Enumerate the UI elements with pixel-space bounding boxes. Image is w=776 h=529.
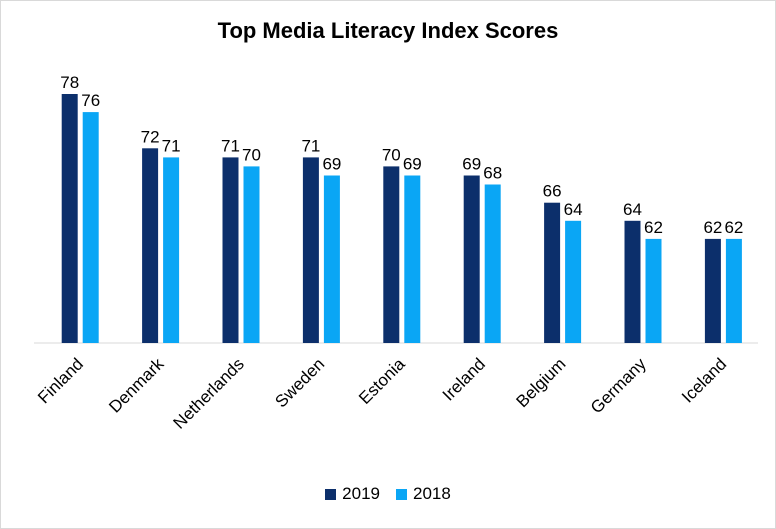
data-label-2019-ireland: 69: [462, 155, 481, 174]
bar-2019-belgium: [544, 202, 561, 343]
x-tick-label-germany: Germany: [587, 354, 650, 417]
data-label-2019-germany: 64: [623, 200, 642, 219]
data-label-2018-netherlands: 70: [242, 145, 261, 164]
bar-2018-iceland: [725, 238, 742, 343]
legend-item-2018: 2018: [396, 484, 451, 504]
data-label-2018-finland: 76: [81, 91, 100, 110]
data-label-2018-sweden: 69: [322, 155, 341, 174]
bar-2018-sweden: [323, 175, 340, 343]
bar-2019-sweden: [302, 157, 319, 343]
x-tick-label-iceland: Iceland: [678, 354, 730, 406]
data-label-2018-germany: 62: [644, 218, 663, 237]
data-label-2018-iceland: 62: [724, 218, 743, 237]
bar-2019-germany: [624, 220, 641, 343]
bar-2018-ireland: [484, 184, 501, 343]
bar-2019-netherlands: [222, 157, 239, 343]
data-label-2018-estonia: 69: [403, 155, 422, 174]
bar-2018-belgium: [565, 220, 582, 343]
x-tick-label-denmark: Denmark: [105, 354, 168, 417]
data-label-2019-iceland: 62: [703, 218, 722, 237]
data-label-2019-belgium: 66: [543, 182, 562, 201]
bar-2019-denmark: [142, 148, 159, 343]
data-label-2019-sweden: 71: [301, 136, 320, 155]
x-tick-label-sweden: Sweden: [271, 354, 328, 411]
bar-2019-finland: [61, 94, 78, 343]
data-label-2018-denmark: 71: [162, 136, 181, 155]
bar-2018-estonia: [404, 175, 421, 343]
x-tick-label-belgium: Belgium: [513, 354, 570, 411]
bar-2018-finland: [82, 112, 99, 343]
bar-2018-netherlands: [243, 166, 260, 343]
x-tick-label-estonia: Estonia: [355, 354, 409, 408]
data-label-2019-denmark: 72: [141, 127, 160, 146]
data-label-2018-ireland: 68: [483, 164, 502, 183]
bar-2019-estonia: [383, 166, 400, 343]
data-label-2019-netherlands: 71: [221, 136, 240, 155]
legend: 2019 2018: [0, 484, 776, 504]
bar-2018-germany: [645, 238, 662, 343]
data-label-2018-belgium: 64: [564, 200, 583, 219]
bar-2019-iceland: [704, 238, 721, 343]
legend-label-2019: 2019: [342, 484, 380, 503]
bar-2019-ireland: [463, 175, 480, 343]
x-tick-label-ireland: Ireland: [439, 354, 489, 404]
data-label-2019-estonia: 70: [382, 145, 401, 164]
legend-swatch-2019: [325, 488, 337, 500]
x-tick-label-finland: Finland: [34, 354, 87, 407]
legend-item-2019: 2019: [325, 484, 380, 504]
legend-swatch-2018: [396, 488, 407, 500]
bar-2018-denmark: [163, 157, 180, 343]
chart-title: Top Media Literacy Index Scores: [217, 18, 559, 43]
x-tick-label-netherlands: Netherlands: [170, 354, 248, 432]
legend-label-2018: 2018: [413, 484, 451, 503]
data-label-2019-finland: 78: [60, 73, 79, 92]
